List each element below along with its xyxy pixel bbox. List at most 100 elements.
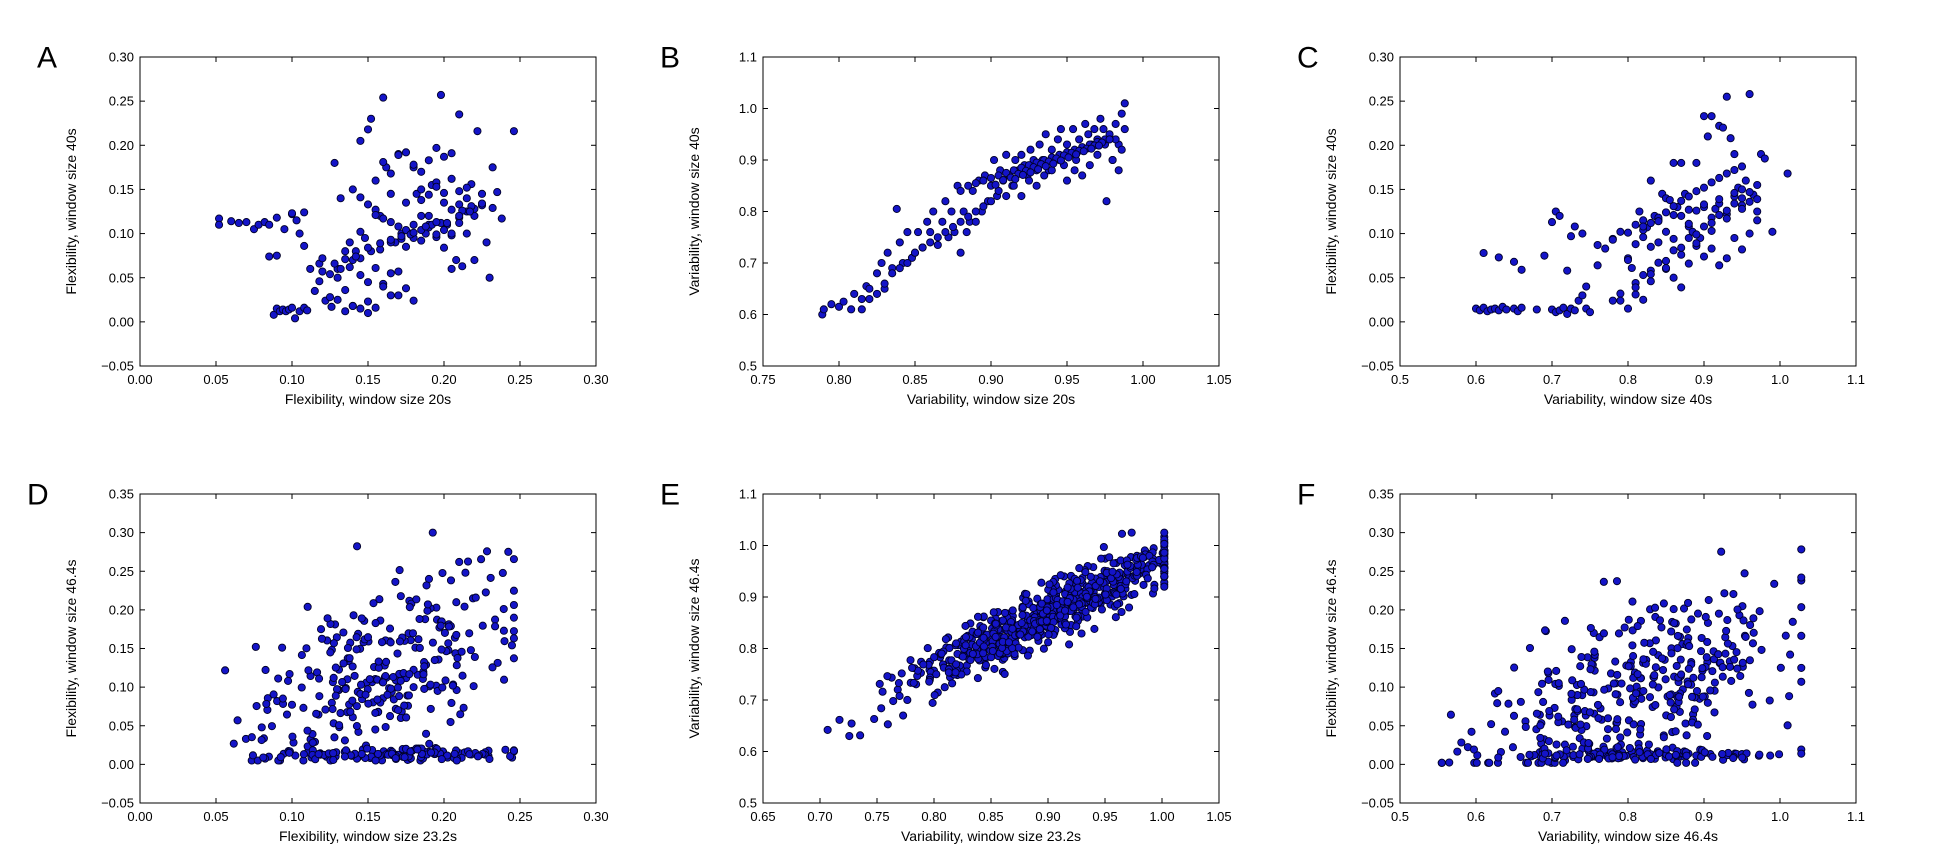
panel-f: F 0.5 0.6 0.7 0.8 0.9 1.0 1.1 −0.05 0.00 0.05 0.10… — [1297, 479, 1865, 845]
scatter-point — [1699, 183, 1709, 192]
scatter-point — [1692, 230, 1701, 239]
scatter-point — [331, 663, 340, 672]
scatter-point — [461, 568, 470, 577]
scatter-point — [894, 679, 903, 688]
scatter-point — [1576, 662, 1585, 671]
scatter-point — [485, 273, 494, 282]
y-tick-label: 0.25 — [109, 94, 134, 109]
scatter-point — [1117, 145, 1126, 154]
scatter-point — [379, 214, 388, 223]
scatter-point — [1018, 170, 1027, 179]
scatter-point — [1508, 743, 1517, 752]
scatter-point — [1722, 206, 1731, 215]
scatter-point — [1559, 303, 1568, 312]
scatter-point — [1576, 720, 1585, 729]
scatter-point — [999, 176, 1008, 185]
scatter-point — [290, 314, 300, 323]
scatter-point — [958, 652, 967, 661]
scatter-point — [371, 210, 380, 220]
scatter-point — [1623, 228, 1633, 237]
scatter-point — [477, 555, 486, 564]
scatter-point — [262, 699, 271, 708]
scatter-point — [455, 187, 464, 196]
scatter-point — [857, 305, 866, 314]
scatter-point — [386, 684, 395, 693]
scatter-point — [1760, 154, 1769, 163]
scatter-point — [345, 238, 354, 247]
scatter-point — [1692, 158, 1701, 167]
scatter-point — [278, 694, 287, 703]
scatter-point — [462, 229, 471, 238]
scatter-point — [877, 258, 886, 268]
scatter-point — [414, 635, 423, 644]
scatter-point — [1616, 289, 1625, 298]
scatter-point — [1718, 663, 1727, 672]
scatter-point — [1715, 173, 1724, 182]
scatter-point — [477, 189, 487, 198]
scatter-point — [1446, 710, 1455, 719]
scatter-point — [1748, 700, 1757, 709]
y-tick-label: 0.20 — [109, 602, 134, 617]
scatter-point — [903, 695, 912, 704]
scatter-point — [365, 675, 374, 684]
x-axis-label: Flexibility, window size 20s — [285, 391, 451, 407]
scatter-point — [1032, 181, 1041, 190]
scatter-point — [926, 228, 935, 237]
scatter-point — [341, 685, 350, 694]
scatter-point — [959, 207, 968, 216]
scatter-point — [961, 621, 970, 630]
scatter-point — [229, 739, 238, 748]
scatter-point — [316, 625, 326, 634]
scatter-point — [1077, 629, 1086, 638]
scatter-point — [465, 750, 474, 759]
scatter-point — [1725, 662, 1735, 671]
scatter-point — [1684, 664, 1693, 673]
scatter-point — [1797, 603, 1806, 612]
y-tick-label: 0.10 — [109, 226, 134, 241]
scatter-point — [1729, 753, 1738, 763]
scatter-point — [1586, 665, 1595, 674]
y-tick-label: 0.30 — [109, 525, 134, 540]
scatter-point — [363, 308, 373, 318]
panel-b: B 0.75 0.80 0.85 0.90 0.95 1.00 1.05 0.5 0.6 0.7 0… — [660, 42, 1232, 408]
scatter-point — [363, 633, 373, 642]
scatter-point — [409, 683, 418, 692]
scatter-point — [1730, 150, 1739, 159]
scatter-point — [348, 662, 357, 671]
scatter-point — [393, 649, 402, 658]
scatter-point — [1082, 592, 1091, 601]
scatter-point — [1039, 644, 1048, 653]
scatter-point — [1091, 594, 1100, 603]
scatter-point — [1669, 273, 1678, 282]
scatter-point — [462, 194, 471, 203]
scatter-point — [443, 751, 452, 760]
x-tick-label: 1.1 — [1847, 372, 1865, 387]
scatter-point — [1654, 258, 1663, 267]
scatter-point — [1056, 611, 1065, 620]
scatter-point — [847, 719, 856, 728]
scatter-point — [1108, 155, 1117, 165]
scatter-point — [329, 755, 338, 764]
scatter-point — [470, 256, 479, 265]
scatter-point — [827, 300, 836, 309]
scatter-point — [1620, 623, 1629, 632]
scatter-point — [1644, 740, 1653, 749]
scatter-point — [302, 644, 311, 653]
x-tick-label: 0.15 — [355, 809, 380, 824]
scatter-point — [1593, 240, 1602, 250]
scatter-point — [1568, 676, 1577, 685]
scatter-point — [1671, 727, 1680, 736]
y-tick-label: 0.25 — [1369, 94, 1394, 109]
scatter-point — [455, 557, 464, 567]
scatter-point — [498, 568, 507, 577]
scatter-point — [1722, 254, 1731, 263]
scatter-point — [439, 198, 449, 207]
x-tick-label: 0.05 — [203, 809, 228, 824]
scatter-point — [1616, 227, 1625, 236]
scatter-point — [439, 152, 449, 161]
scatter-point — [1562, 746, 1571, 755]
x-tick-label: 0.85 — [902, 372, 927, 387]
scatter-point — [386, 169, 395, 178]
scatter-point — [1670, 705, 1679, 714]
scatter-point — [448, 681, 457, 690]
